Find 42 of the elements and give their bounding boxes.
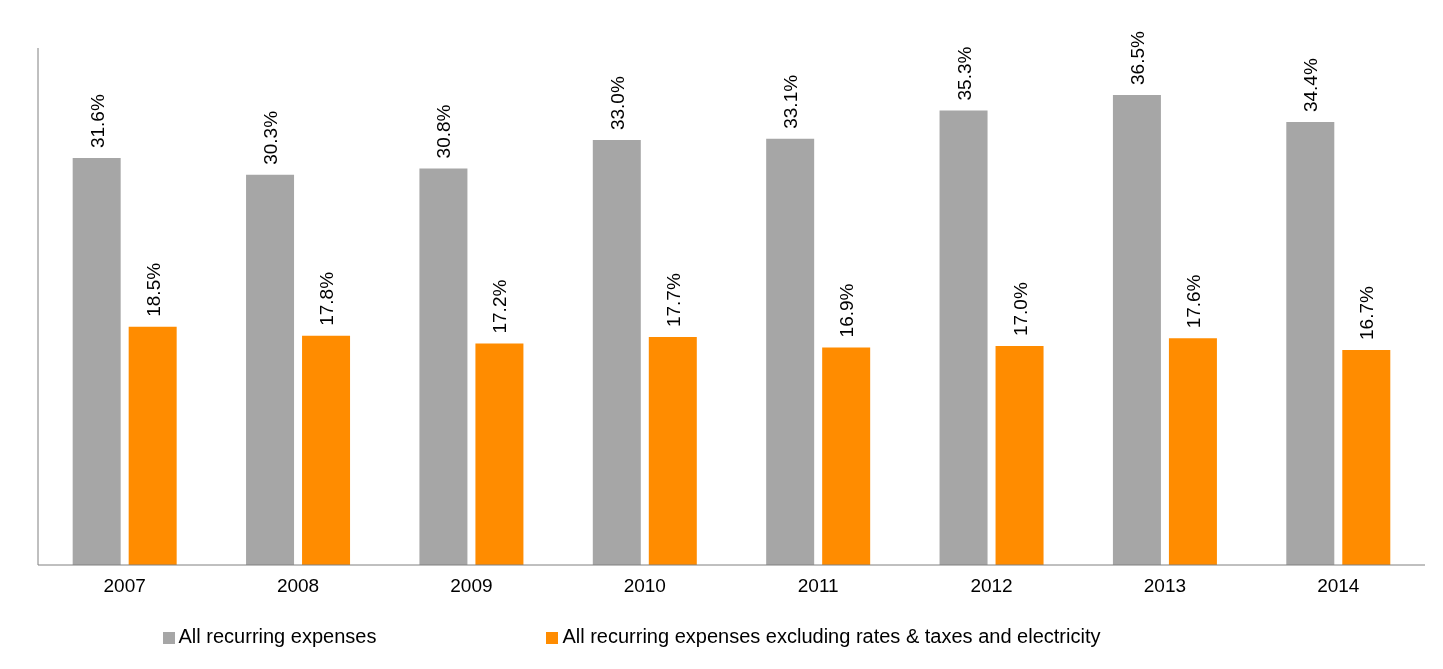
data-label: 31.6% [86,94,108,149]
bar [592,140,641,565]
data-label: 17.0% [1009,282,1031,337]
x-tick-label: 2011 [797,575,839,597]
data-label: 30.3% [260,110,282,165]
bar [1168,338,1217,565]
bar [246,174,295,565]
data-label: 30.8% [433,104,455,159]
data-label: 33.1% [780,74,802,129]
bar [302,335,351,565]
x-tick-label: 2008 [276,575,320,597]
legend-label: All recurring expenses [178,625,377,647]
bar [1112,95,1161,565]
data-label: 17.7% [662,273,684,328]
bar [939,110,988,565]
bar [419,168,468,565]
bar [128,326,177,565]
x-tick-label: 2012 [970,575,1013,597]
bar [995,346,1044,565]
x-tick-label: 2007 [103,575,146,597]
data-label: 33.0% [606,76,628,131]
bar [1286,122,1335,565]
data-label: 16.9% [836,283,858,338]
bar [475,343,524,565]
x-tick-label: 2010 [623,575,666,597]
x-tick-label: 2013 [1143,575,1187,597]
x-tick-label: 2009 [450,575,493,597]
data-label: 18.5% [142,262,164,317]
bar [822,347,871,565]
legend-label: All recurring expenses excluding rates & taxes and electricity [562,625,1101,647]
bar [1342,349,1391,565]
data-label: 17.2% [489,279,511,334]
data-label: 34.4% [1300,58,1322,113]
data-label: 17.6% [1182,274,1204,329]
x-tick-label: 2014 [1317,575,1360,597]
data-label: 16.7% [1356,285,1378,340]
data-label: 36.5% [1126,31,1148,85]
data-label: 17.8% [316,271,338,326]
data-label: 35.3% [953,46,975,101]
bar [648,337,697,565]
bar [766,138,815,565]
bar [72,158,121,565]
